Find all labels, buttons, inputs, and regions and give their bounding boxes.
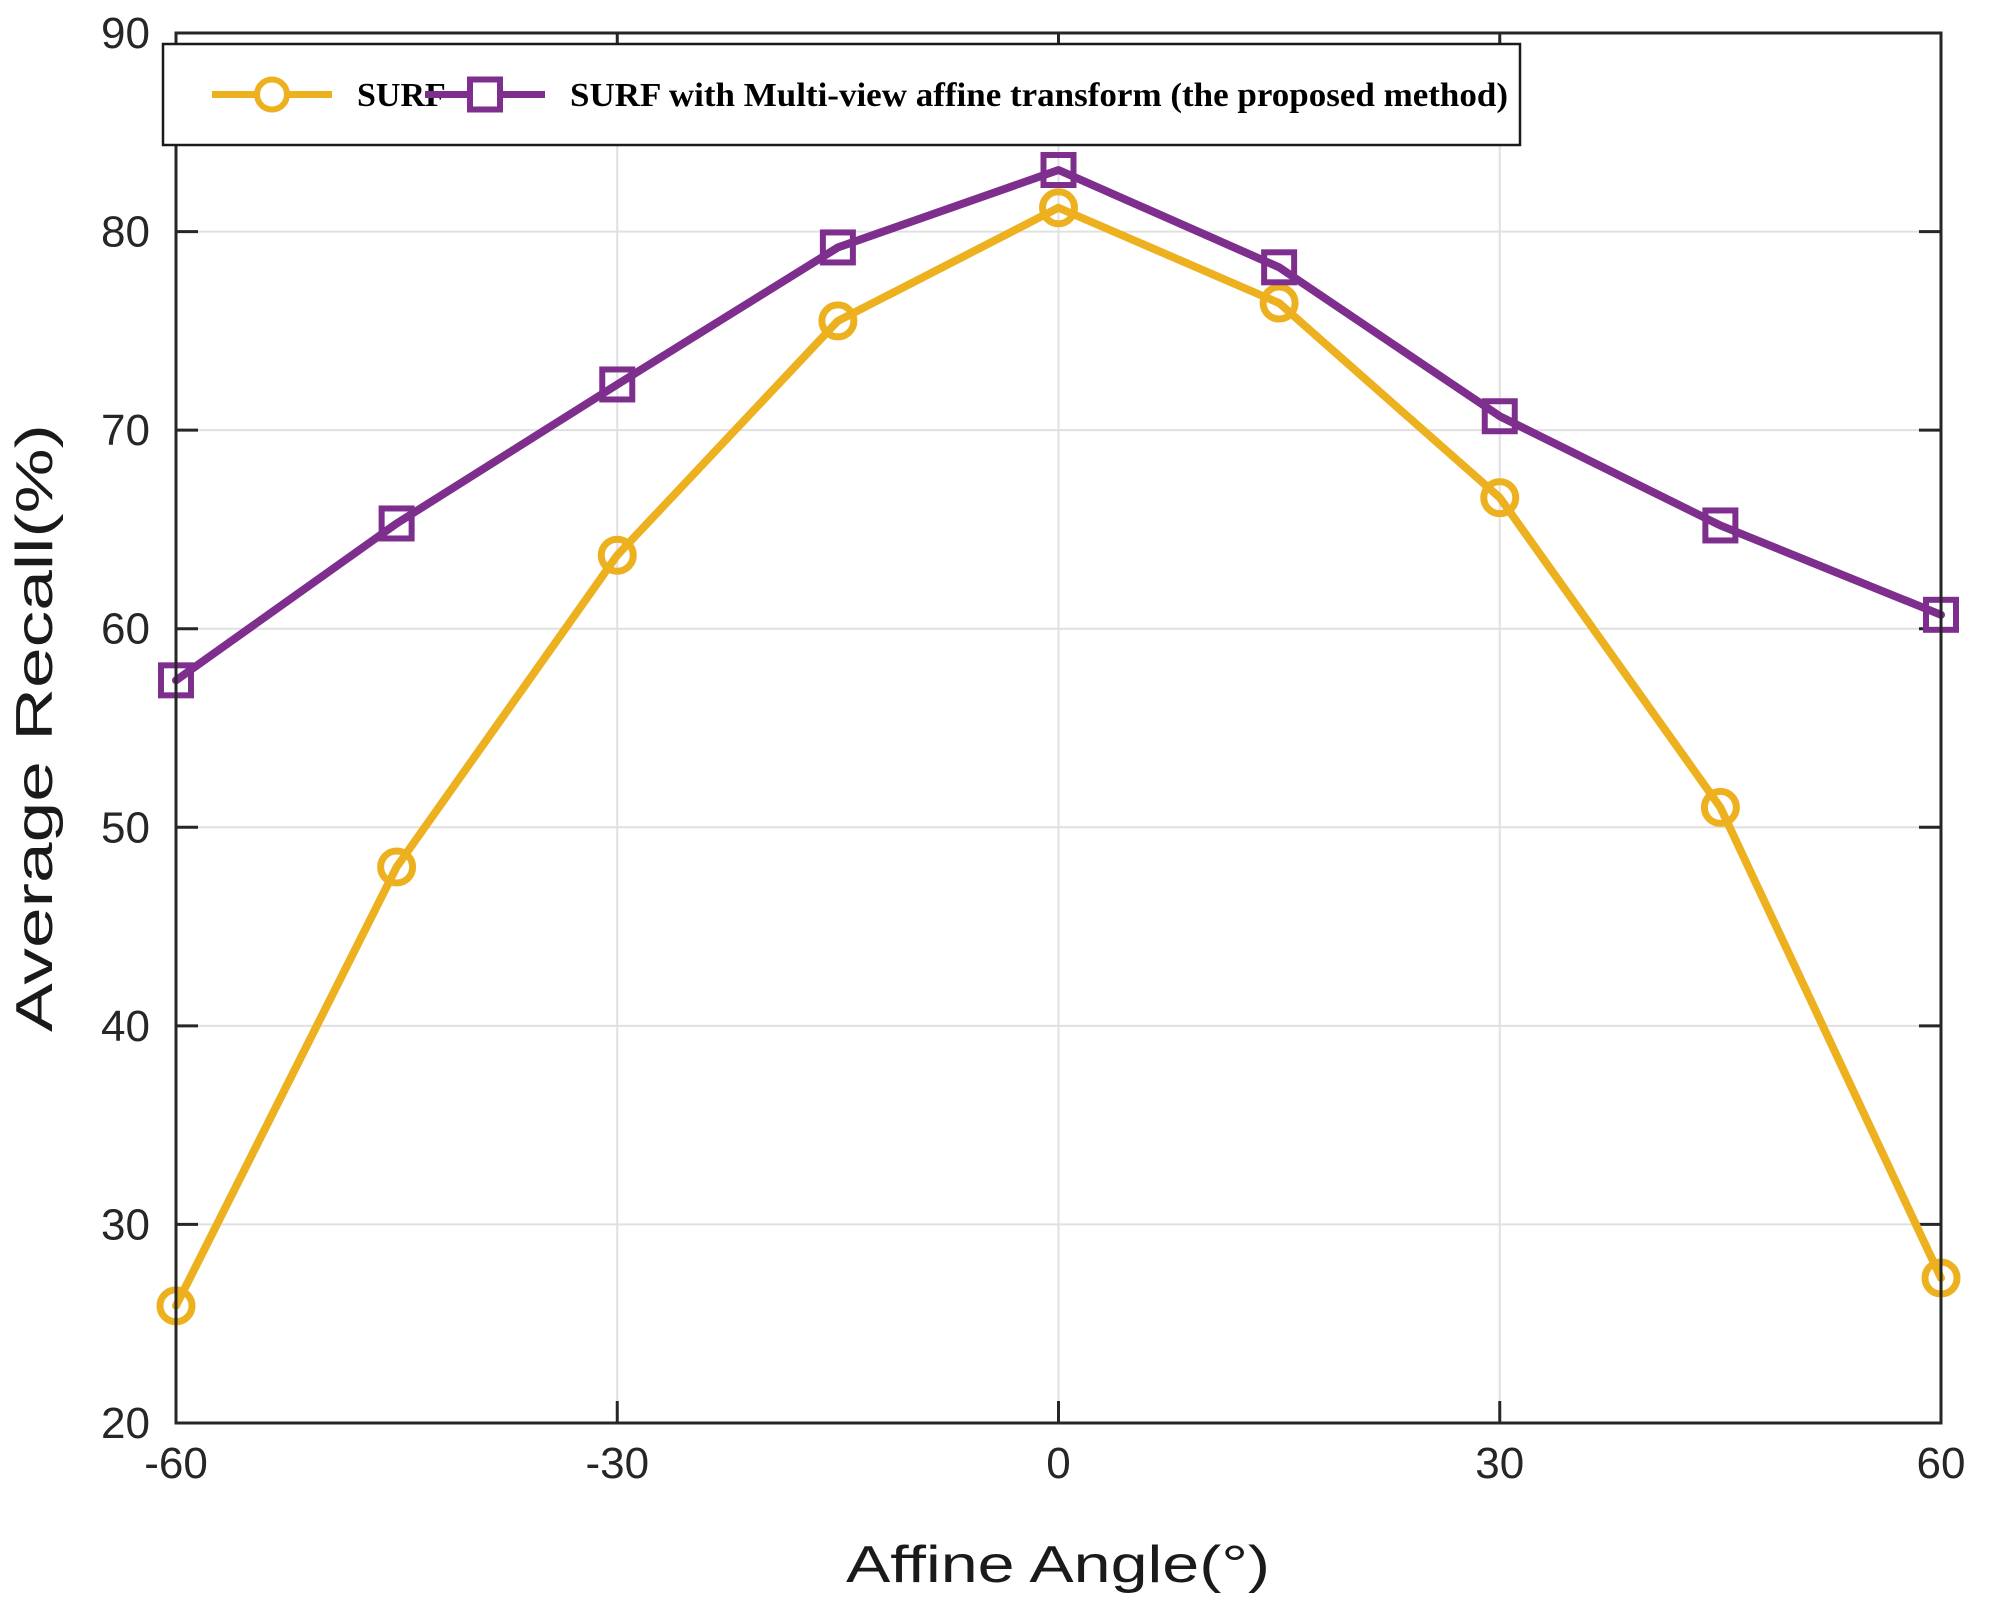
y-tick-label: 60 bbox=[101, 605, 150, 654]
series-line-0 bbox=[172, 203, 1945, 1310]
square-marker-icon bbox=[819, 229, 856, 266]
square-marker-icon bbox=[1040, 152, 1077, 189]
gridlines bbox=[176, 33, 1941, 1423]
y-tick-label: 20 bbox=[101, 1399, 150, 1448]
x-tick-label: 60 bbox=[1917, 1439, 1966, 1488]
circle-marker-icon bbox=[1039, 188, 1078, 228]
legend-label-proposed: SURF with Multi-view affine transform (t… bbox=[570, 77, 1508, 114]
legend-box bbox=[161, 42, 1522, 147]
y-axis-label: Average Recall(%) bbox=[6, 424, 64, 1032]
x-tick-label: -30 bbox=[585, 1439, 649, 1488]
square-marker-icon bbox=[1481, 398, 1518, 435]
series-line-1 bbox=[172, 166, 1945, 685]
legend: SURF SURF with Multi-view affine transfo… bbox=[161, 42, 1522, 147]
circle-marker-icon bbox=[1259, 283, 1299, 323]
square-marker-icon bbox=[378, 505, 415, 542]
x-tick-label: 30 bbox=[1475, 1439, 1524, 1488]
x-tick-label: -60 bbox=[144, 1439, 208, 1488]
series-layer bbox=[156, 152, 1961, 1326]
square-marker-icon bbox=[467, 76, 503, 113]
x-axis-label: Affine Angle(°) bbox=[846, 1536, 1270, 1594]
square-marker-icon bbox=[1702, 507, 1739, 544]
circle-marker-icon bbox=[377, 847, 417, 887]
square-marker-icon bbox=[1261, 249, 1298, 286]
plot-border bbox=[174, 31, 1943, 1425]
circle-marker-icon bbox=[254, 76, 290, 113]
tick-labels: -60 -30 0 30 60 20 30 40 50 60 70 80 90 bbox=[101, 9, 1965, 1488]
y-tick-label: 50 bbox=[101, 803, 150, 852]
circle-marker-icon bbox=[818, 301, 858, 341]
circle-marker-icon bbox=[597, 535, 637, 575]
y-tick-label: 70 bbox=[101, 406, 150, 455]
y-tick-label: 40 bbox=[101, 1002, 150, 1051]
y-tick-label: 80 bbox=[101, 208, 150, 257]
y-tick-label: 90 bbox=[101, 9, 150, 58]
square-marker-icon bbox=[599, 366, 636, 403]
x-tick-label: 0 bbox=[1046, 1439, 1070, 1488]
circle-marker-icon bbox=[1480, 478, 1520, 518]
y-tick-label: 30 bbox=[101, 1200, 150, 1249]
circle-marker-icon bbox=[1700, 787, 1740, 827]
legend-item-proposed: SURF with Multi-view affine transform (t… bbox=[425, 76, 1508, 114]
